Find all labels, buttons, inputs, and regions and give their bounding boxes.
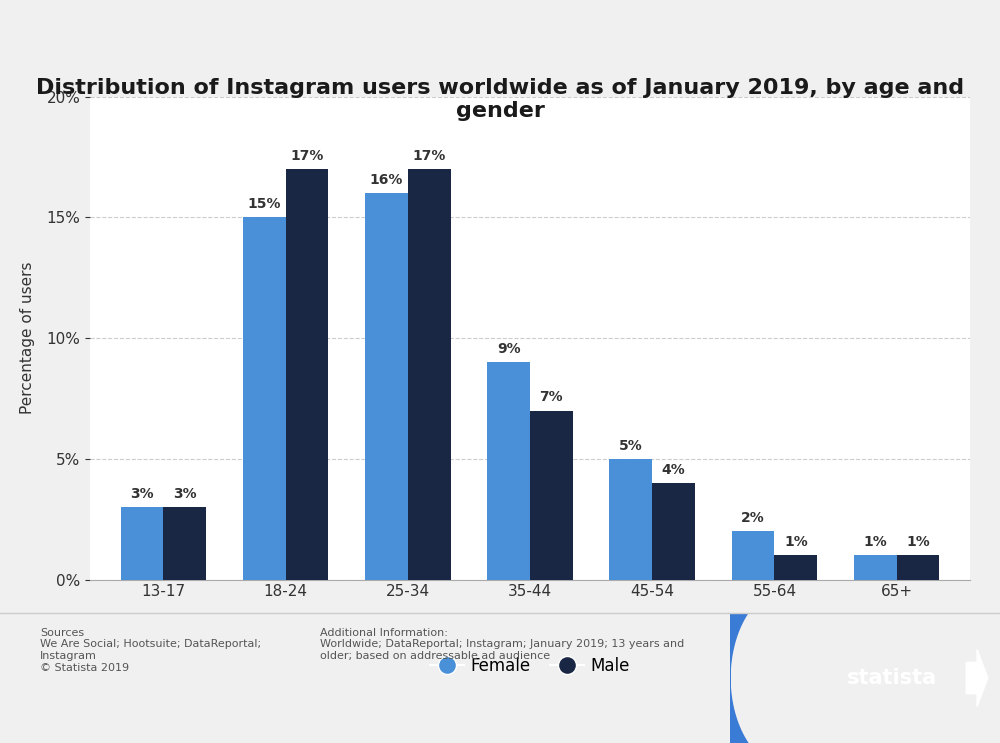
Bar <box>854 556 897 580</box>
Text: 15%: 15% <box>247 198 281 211</box>
Text: 3%: 3% <box>173 487 197 501</box>
Bar <box>609 458 652 580</box>
Text: 5%: 5% <box>619 439 643 452</box>
Y-axis label: Percentage of users: Percentage of users <box>20 262 35 415</box>
Bar <box>652 483 695 580</box>
Bar <box>487 362 530 580</box>
Bar <box>408 169 451 580</box>
Text: 16%: 16% <box>370 173 403 187</box>
Bar <box>774 556 817 580</box>
Legend: Female, Male: Female, Male <box>424 651 636 682</box>
Polygon shape <box>730 587 799 743</box>
Text: Distribution of Instagram users worldwide as of January 2019, by age and
gender: Distribution of Instagram users worldwid… <box>36 78 964 121</box>
Bar <box>365 193 408 580</box>
Text: 9%: 9% <box>497 343 520 356</box>
Bar <box>286 169 328 580</box>
Polygon shape <box>966 649 988 707</box>
Bar <box>243 217 286 580</box>
Text: 1%: 1% <box>784 536 808 549</box>
Bar <box>897 556 939 580</box>
Text: Additional Information:
Worldwide; DataReportal; Instagram; January 2019; 13 yea: Additional Information: Worldwide; DataR… <box>320 628 684 661</box>
Bar <box>530 410 573 580</box>
Text: 1%: 1% <box>906 536 930 549</box>
Text: 1%: 1% <box>863 536 887 549</box>
Bar <box>163 507 206 580</box>
Bar <box>121 507 163 580</box>
Text: statista: statista <box>847 668 937 688</box>
Text: 17%: 17% <box>412 149 446 163</box>
Text: ■: ■ <box>969 671 982 685</box>
Text: 2%: 2% <box>741 511 765 525</box>
Text: 4%: 4% <box>662 463 685 477</box>
Text: 17%: 17% <box>290 149 324 163</box>
Text: 3%: 3% <box>130 487 154 501</box>
Bar <box>732 531 774 580</box>
Text: 7%: 7% <box>540 391 563 404</box>
Text: Sources
We Are Social; Hootsuite; DataReportal;
Instagram
© Statista 2019: Sources We Are Social; Hootsuite; DataRe… <box>40 628 261 672</box>
